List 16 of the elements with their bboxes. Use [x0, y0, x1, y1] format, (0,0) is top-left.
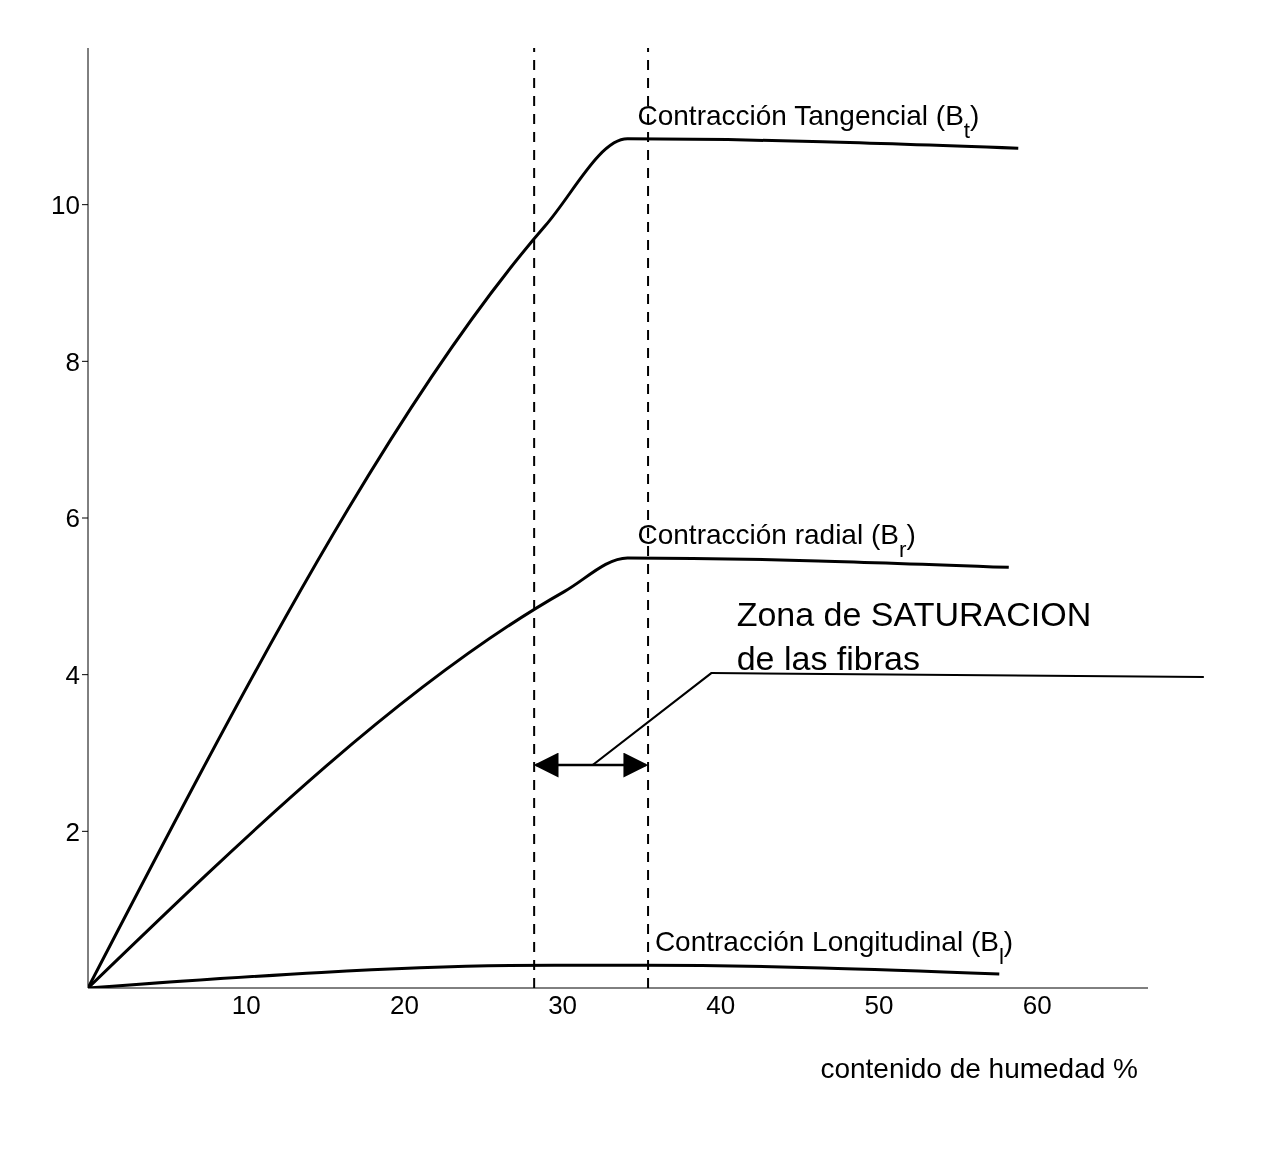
series-label: Contracción Tangencial (B$_{t}$) [637, 99, 980, 143]
y-tick-label: 4 [65, 659, 80, 690]
x-tick-label: 30 [548, 990, 578, 1021]
y-tick-label: 8 [65, 346, 80, 377]
y-tick-label: 2 [65, 816, 80, 847]
x-tick-label: 40 [706, 990, 736, 1021]
series-label: Contracción radial (B$_{r}$) [637, 518, 916, 562]
x-tick-label: 50 [864, 990, 894, 1021]
series-label: Contracción Longitudinal (B$_{l}$) [654, 926, 1014, 969]
x-tick-label: 20 [389, 990, 419, 1021]
y-tick-label: 6 [65, 503, 80, 534]
x-axis-title: contenido de humedad % [820, 1053, 1138, 1084]
x-tick-label: 60 [1022, 990, 1052, 1021]
y-tick-label: 10 [51, 189, 80, 220]
x-tick-label: 10 [231, 990, 261, 1021]
annotation: Zona de SATURACION de las fibras [736, 594, 1093, 680]
